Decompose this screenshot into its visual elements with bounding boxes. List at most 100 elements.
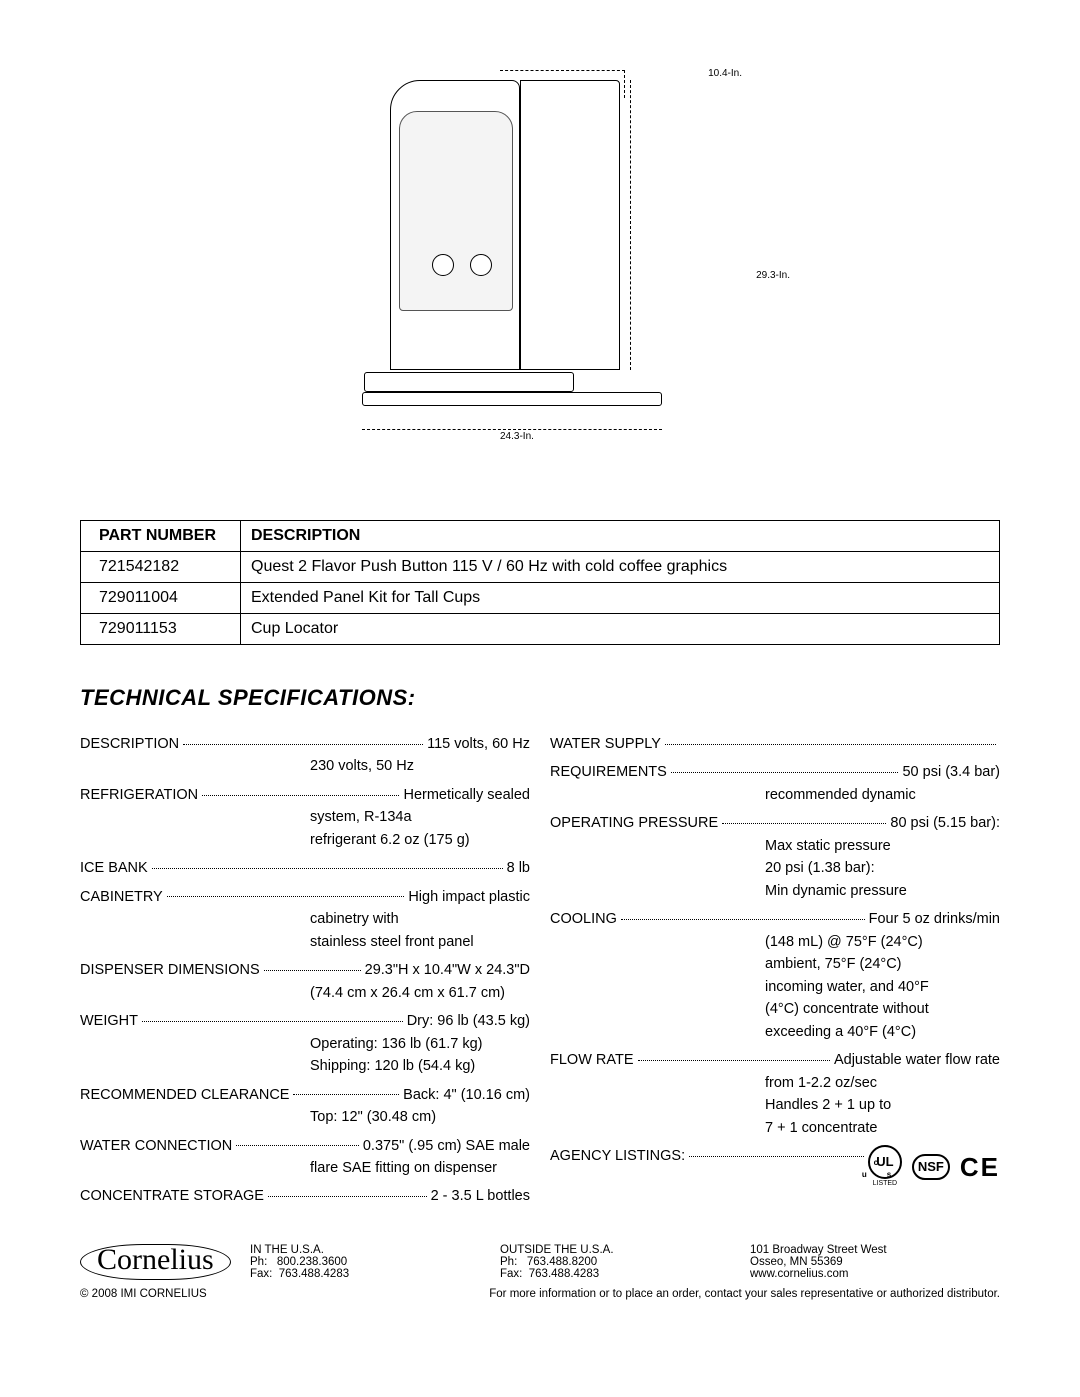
table-header-row: PART NUMBER DESCRIPTION bbox=[81, 521, 1000, 552]
tech-specs: DESCRIPTION115 volts, 60 Hz230 volts, 50… bbox=[80, 733, 1000, 1214]
spec-value-cont: Handles 2 + 1 up to bbox=[550, 1094, 1000, 1116]
cell-description: Cup Locator bbox=[241, 614, 1000, 645]
ce-icon bbox=[960, 1147, 1000, 1187]
spec-value: High impact plastic bbox=[408, 886, 530, 908]
spec-value: 2 - 3.5 L bottles bbox=[431, 1185, 530, 1207]
leader-dots bbox=[142, 1010, 403, 1022]
spec-value-cont: system, R-134a bbox=[80, 806, 530, 828]
spec-value: Hermetically sealed bbox=[403, 784, 530, 806]
spec-value-cont: from 1-2.2 oz/sec bbox=[550, 1072, 1000, 1094]
spec-label: WEIGHT bbox=[80, 1010, 138, 1032]
spec-label: CONCENTRATE STORAGE bbox=[80, 1185, 264, 1207]
spec-value: 115 volts, 60 Hz bbox=[427, 733, 530, 755]
dim-depth-label: 24.3-In. bbox=[500, 431, 534, 442]
spec-label: ICE BANK bbox=[80, 857, 148, 879]
spec-label: RECOMMENDED CLEARANCE bbox=[80, 1084, 289, 1106]
spec-label: DISPENSER DIMENSIONS bbox=[80, 959, 260, 981]
spec-value-cont: (4°C) concentrate without bbox=[550, 998, 1000, 1020]
section-title: TECHNICAL SPECIFICATIONS: bbox=[80, 685, 1000, 711]
spec-label: AGENCY LISTINGS: bbox=[550, 1145, 685, 1190]
spec-label: FLOW RATE bbox=[550, 1049, 634, 1071]
spec-value: 29.3"H x 10.4"W x 24.3"D bbox=[365, 959, 530, 981]
spec-value-cont: 7 + 1 concentrate bbox=[550, 1117, 1000, 1139]
agency-icons: LISTED bbox=[868, 1145, 1000, 1190]
spec-value-cont: 20 psi (1.38 bar): bbox=[550, 857, 1000, 879]
cell-description: Quest 2 Flavor Push Button 115 V / 60 Hz… bbox=[241, 552, 1000, 583]
spec-item: DESCRIPTION115 volts, 60 Hz230 volts, 50… bbox=[80, 733, 530, 778]
leader-dots bbox=[183, 733, 423, 745]
spec-item: CABINETRY High impact plasticcabinetry wi… bbox=[80, 886, 530, 953]
spec-value: 80 psi (5.15 bar): bbox=[890, 812, 1000, 834]
spec-value: Back: 4" (10.16 cm) bbox=[403, 1084, 530, 1106]
table-row: 729011153Cup Locator bbox=[81, 614, 1000, 645]
spec-value-cont: Operating: 136 lb (61.7 kg) bbox=[80, 1033, 530, 1055]
spec-value-cont: (74.4 cm x 26.4 cm x 61.7 cm) bbox=[80, 982, 530, 1004]
spec-label: WATER SUPPLY bbox=[550, 733, 661, 755]
spec-item: DISPENSER DIMENSIONS 29.3"H x 10.4"W x 24… bbox=[80, 959, 530, 1004]
specs-right-column: WATER SUPPLY REQUIREMENTS 50 psi (3.4 bar)… bbox=[550, 733, 1000, 1214]
col-part-number: PART NUMBER bbox=[81, 521, 241, 552]
leader-dots bbox=[264, 959, 361, 971]
leader-dots bbox=[268, 1185, 427, 1197]
leader-dots bbox=[722, 812, 886, 824]
leader-dots bbox=[236, 1135, 359, 1147]
spec-label: COOLING bbox=[550, 908, 617, 930]
spec-label: REFRIGERATION bbox=[80, 784, 198, 806]
spec-value: Four 5 oz drinks/min bbox=[869, 908, 1000, 930]
leader-dots bbox=[621, 908, 865, 920]
spec-item: CONCENTRATE STORAGE 2 - 3.5 L bottles bbox=[80, 1185, 530, 1207]
cell-part-number: 729011153 bbox=[81, 614, 241, 645]
footer-intl: OUTSIDE THE U.S.A. Ph: 763.488.8200 Fax:… bbox=[500, 1244, 750, 1280]
spec-value: Adjustable water flow rate bbox=[834, 1049, 1000, 1071]
spec-item: WATER SUPPLY bbox=[550, 733, 1000, 755]
spec-value-cont: ambient, 75°F (24°C) bbox=[550, 953, 1000, 975]
spec-value-cont: flare SAE fitting on dispenser bbox=[80, 1157, 530, 1179]
spec-item: ICE BANK8 lb bbox=[80, 857, 530, 879]
spec-value-cont: stainless steel front panel bbox=[80, 931, 530, 953]
spec-item: REFRIGERATION Hermetically sealedsystem, … bbox=[80, 784, 530, 851]
ul-listed-icon bbox=[868, 1145, 902, 1179]
spec-value-cont: cabinetry with bbox=[80, 908, 530, 930]
spec-label: DESCRIPTION bbox=[80, 733, 179, 755]
spec-item: COOLING Four 5 oz drinks/min(148 mL) @ 75… bbox=[550, 908, 1000, 1043]
spec-item: RECOMMENDED CLEARANCE Back: 4" (10.16 cm)… bbox=[80, 1084, 530, 1129]
spec-item: REQUIREMENTS50 psi (3.4 bar)recommended … bbox=[550, 761, 1000, 806]
brand-logo: Cornelius bbox=[80, 1244, 250, 1280]
leader-dots bbox=[202, 784, 399, 796]
footer-usa: IN THE U.S.A. Ph: 800.238.3600 Fax: 763.… bbox=[250, 1244, 500, 1280]
leader-dots bbox=[671, 761, 899, 773]
spec-value-cont: Min dynamic pressure bbox=[550, 880, 1000, 902]
spec-item: WEIGHT Dry: 96 lb (43.5 kg)Operating: 136… bbox=[80, 1010, 530, 1077]
col-description: DESCRIPTION bbox=[241, 521, 1000, 552]
spec-value-cont: refrigerant 6.2 oz (175 g) bbox=[80, 829, 530, 851]
table-row: 721542182Quest 2 Flavor Push Button 115 … bbox=[81, 552, 1000, 583]
spec-value: Dry: 96 lb (43.5 kg) bbox=[407, 1010, 530, 1032]
spec-item: AGENCY LISTINGS: LISTED bbox=[550, 1145, 1000, 1190]
product-diagram: 10.4-In. 29.3-In. 24.3-In. bbox=[80, 60, 1000, 480]
nsf-icon bbox=[912, 1154, 950, 1180]
dim-height-label: 29.3-In. bbox=[756, 270, 790, 281]
cell-description: Extended Panel Kit for Tall Cups bbox=[241, 583, 1000, 614]
page: 10.4-In. 29.3-In. 24.3-In. PART NUMBER D… bbox=[0, 0, 1080, 1330]
spec-label: CABINETRY bbox=[80, 886, 163, 908]
spec-label: REQUIREMENTS bbox=[550, 761, 667, 783]
cell-part-number: 721542182 bbox=[81, 552, 241, 583]
spec-value: 50 psi (3.4 bar) bbox=[902, 761, 1000, 783]
spec-value-cont: incoming water, and 40°F bbox=[550, 976, 1000, 998]
spec-value: 0.375" (.95 cm) SAE male bbox=[363, 1135, 530, 1157]
dim-width-label: 10.4-In. bbox=[708, 68, 742, 79]
spec-value-cont: (148 mL) @ 75°F (24°C) bbox=[550, 931, 1000, 953]
spec-item: OPERATING PRESSURE 80 psi (5.15 bar):Max … bbox=[550, 812, 1000, 902]
spec-label: OPERATING PRESSURE bbox=[550, 812, 718, 834]
table-row: 729011004Extended Panel Kit for Tall Cup… bbox=[81, 583, 1000, 614]
leader-dots bbox=[638, 1049, 830, 1061]
leader-dots bbox=[665, 733, 996, 745]
spec-value-cont: exceeding a 40°F (4°C) bbox=[550, 1021, 1000, 1043]
leader-dots bbox=[293, 1084, 399, 1096]
spec-value-cont: Max static pressure bbox=[550, 835, 1000, 857]
page-footer: Cornelius IN THE U.S.A. Ph: 800.238.3600… bbox=[80, 1244, 1000, 1300]
spec-value-cont: Top: 12" (30.48 cm) bbox=[80, 1106, 530, 1128]
leader-dots bbox=[152, 857, 503, 869]
spec-label: WATER CONNECTION bbox=[80, 1135, 232, 1157]
cell-part-number: 729011004 bbox=[81, 583, 241, 614]
